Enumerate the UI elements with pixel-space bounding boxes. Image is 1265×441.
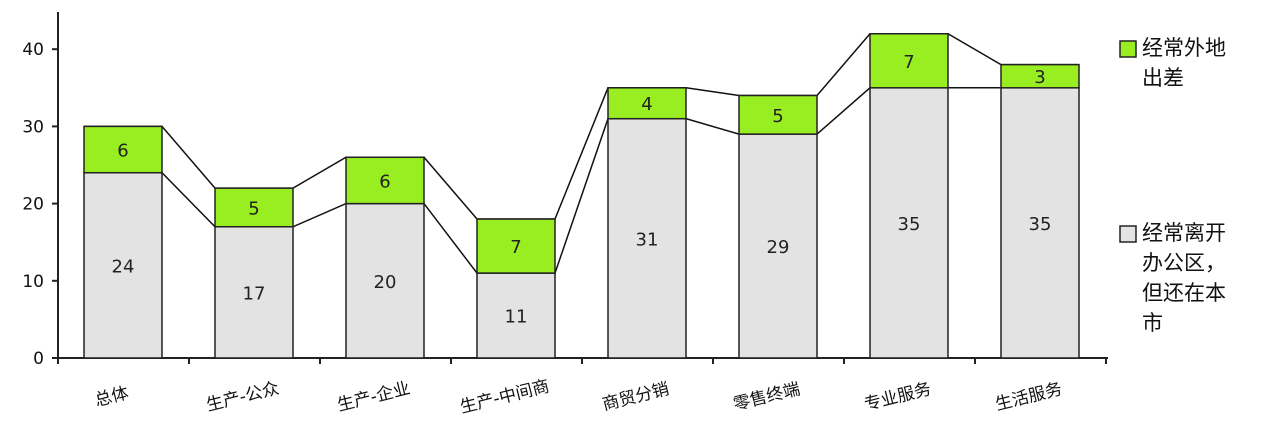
bar-segment-travel bbox=[869, 33, 949, 89]
data-label-travel: 5 bbox=[772, 106, 783, 127]
x-tick-label: 生活服务 bbox=[993, 379, 1064, 415]
data-label-travel: 6 bbox=[117, 141, 128, 162]
y-tick-label: 10 bbox=[22, 272, 44, 292]
data-label-travel: 7 bbox=[903, 52, 914, 73]
bars: 24 6 17 5 20 6 11 7 31 4 29 5 35 7 35 3 bbox=[83, 33, 1080, 359]
bar-segment-travel bbox=[345, 156, 425, 205]
x-tick-labels: 总体 生产-公众 生产-企业 生产-中间商 商贸分销 零售终端 专业服务 生活服务 bbox=[93, 376, 1064, 417]
data-label-local: 20 bbox=[374, 272, 397, 293]
bar-segment-local bbox=[214, 226, 294, 359]
x-tick-label: 总体 bbox=[93, 383, 131, 411]
bar-segment-travel bbox=[214, 187, 294, 228]
bar-segment-travel bbox=[1000, 63, 1080, 89]
data-label-local: 11 bbox=[505, 307, 528, 328]
x-tick-label: 商贸分销 bbox=[600, 379, 671, 415]
bar-segment-travel bbox=[83, 125, 163, 174]
data-label-local: 35 bbox=[898, 214, 921, 235]
data-label-travel: 5 bbox=[248, 198, 259, 219]
data-label-travel: 4 bbox=[641, 94, 652, 115]
y-tick-label: 0 bbox=[33, 349, 44, 369]
legend-label: 经常外地 bbox=[1142, 36, 1226, 60]
x-tick-label: 生产-企业 bbox=[335, 378, 412, 415]
bar-segment-travel bbox=[738, 94, 818, 135]
y-tick-label: 40 bbox=[22, 40, 44, 60]
x-tick-label: 生产-中间商 bbox=[458, 376, 551, 417]
bar-segment-local bbox=[1000, 87, 1080, 359]
x-tick-label: 零售终端 bbox=[731, 379, 802, 415]
bar-segment-local bbox=[869, 87, 949, 359]
bar-segment-local bbox=[476, 272, 556, 359]
legend-label: 市 bbox=[1142, 311, 1163, 335]
bar-segment-local bbox=[738, 133, 818, 359]
legend-label: 出差 bbox=[1142, 66, 1184, 90]
data-label-local: 35 bbox=[1029, 214, 1052, 235]
x-tick-label: 生产-公众 bbox=[204, 378, 281, 415]
data-label-travel: 3 bbox=[1034, 67, 1045, 88]
y-tick-label: 20 bbox=[22, 195, 44, 215]
legend-label: 但还在本 bbox=[1142, 281, 1226, 305]
data-label-local: 24 bbox=[112, 256, 135, 277]
data-label-travel: 7 bbox=[510, 237, 521, 258]
bar-segment-local bbox=[345, 202, 425, 359]
data-label-travel: 6 bbox=[379, 171, 390, 192]
x-tick-label: 专业服务 bbox=[862, 379, 933, 415]
data-label-local: 29 bbox=[767, 237, 790, 258]
legend-swatch bbox=[1119, 40, 1137, 58]
legend-label: 办公区， bbox=[1142, 251, 1226, 275]
legend-swatch bbox=[1119, 225, 1137, 243]
y-tick-label: 30 bbox=[22, 117, 44, 137]
data-label-local: 17 bbox=[243, 283, 266, 304]
bar-segment-travel bbox=[476, 218, 556, 274]
legend-label: 经常离开 bbox=[1142, 221, 1226, 245]
bar-segment-travel bbox=[607, 87, 687, 120]
bar-segment-local bbox=[607, 117, 687, 359]
data-label-local: 31 bbox=[636, 229, 659, 250]
